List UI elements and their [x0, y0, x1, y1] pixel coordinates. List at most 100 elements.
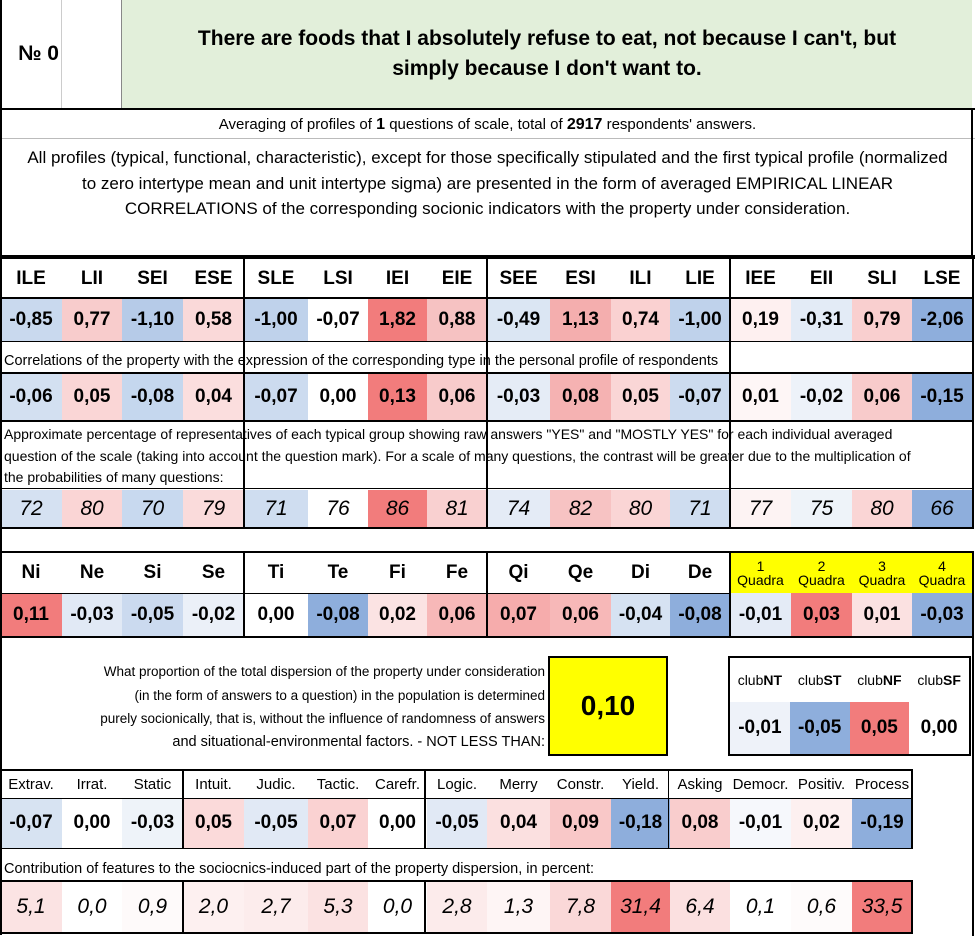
- function-header: Qe: [567, 562, 594, 583]
- feature-value: 0,08: [670, 798, 730, 848]
- quadra-word: Quadra: [798, 572, 845, 588]
- function-value: -0,04: [611, 593, 670, 637]
- quadra-value: -0,03: [912, 593, 972, 637]
- header-divider: [0, 108, 975, 110]
- quadra-header: 1 Quadra: [730, 553, 791, 593]
- feature-header-row: Extrav. Irrat. Static Intuit. Judic. Tactic. C…: [0, 771, 975, 798]
- club-name: ST: [823, 672, 842, 688]
- feature-header: Intuit.: [195, 776, 232, 793]
- description-text: All profiles (typical, functional, chara…: [27, 148, 948, 218]
- grid-line: [0, 848, 912, 849]
- feature-contribution: 0,0: [368, 881, 427, 933]
- type-header: ESE: [194, 268, 233, 289]
- function-value: 0,02: [368, 593, 427, 637]
- frame-left: [0, 0, 2, 935]
- club-table: club NT club ST club NF club SF -0,01 -0,05 0,05 0…: [728, 656, 971, 756]
- type-header: EII: [809, 268, 834, 289]
- type-header: ESI: [565, 268, 596, 289]
- grid-line: [972, 551, 974, 638]
- table-top: [0, 255, 975, 257]
- feature-header: Constr.: [556, 776, 605, 793]
- feature-header: Merry: [499, 776, 538, 793]
- feature-header: Irrat.: [76, 776, 108, 793]
- grid-line: [182, 880, 184, 934]
- feature-contribution: 0,1: [730, 881, 791, 933]
- feature-value: 0,00: [62, 798, 122, 848]
- club-value: 0,00: [909, 702, 969, 754]
- type-header: SLE: [257, 268, 295, 289]
- quadra-value: -0,01: [730, 593, 791, 637]
- type-profile-value: 0,58: [183, 298, 244, 342]
- type-profile-value: -1,10: [122, 298, 183, 342]
- type-profile-value: -2,06: [912, 298, 972, 342]
- function-header: Qi: [508, 562, 529, 583]
- contribution-note: Contribution of features to the sociocni…: [4, 861, 594, 877]
- type-correlation-value: -0,02: [791, 374, 852, 420]
- grid-line: [0, 798, 912, 799]
- feature-header: Process: [854, 776, 910, 793]
- type-header: EIE: [441, 268, 473, 289]
- feature-header: Positiv.: [797, 776, 846, 793]
- type-header: SEI: [137, 268, 168, 289]
- grid-line: [424, 769, 426, 849]
- function-header: Ni: [21, 562, 41, 583]
- type-percent-value: 75: [791, 490, 852, 528]
- type-percent-value: 79: [183, 490, 244, 528]
- feature-value: 0,09: [550, 798, 611, 848]
- averaging-prefix: Averaging of profiles of: [218, 116, 377, 133]
- feature-value-row: -0,07 0,00 -0,03 0,05 -0,05 0,07 0,00 -0,05 0,04…: [0, 798, 975, 848]
- function-value: 0,06: [427, 593, 487, 637]
- club-prefix: club: [797, 672, 824, 688]
- quadra-value: 0,01: [852, 593, 912, 637]
- feature-contribution: 2,0: [183, 881, 244, 933]
- type-profile-value: -0,49: [487, 298, 550, 342]
- type-header: LSI: [323, 268, 353, 289]
- type-header: SLI: [867, 268, 897, 289]
- grid-line: [424, 880, 426, 934]
- type-percent-value: 82: [550, 490, 611, 528]
- grid-line: [0, 880, 912, 882]
- club-header-row: club NT club ST club NF club SF: [730, 658, 969, 702]
- function-value-row: 0,11 -0,03 -0,05 -0,02 0,00 -0,08 0,02 0,06 0,07…: [0, 593, 975, 637]
- dispersion-line: What proportion of the total dispersion …: [103, 664, 545, 679]
- grid-line: [729, 551, 731, 638]
- feature-value: 0,07: [308, 798, 368, 848]
- grid-line: [486, 257, 488, 529]
- function-value: -0,02: [183, 593, 244, 637]
- quadra-number: 1: [756, 558, 765, 574]
- type-correlation-value: 0,01: [730, 374, 791, 420]
- percent-note: Approximate percentage of representative…: [4, 426, 911, 485]
- function-value: -0,08: [308, 593, 368, 637]
- feature-header: Carefr.: [374, 776, 420, 793]
- feature-value: 0,00: [368, 798, 427, 848]
- type-correlation-row: -0,06 0,05 -0,08 0,04 -0,07 0,00 0,13 0,06 -0,03…: [0, 374, 975, 420]
- type-correlation-value: 0,13: [368, 374, 427, 420]
- type-header: LSE: [923, 268, 961, 289]
- type-percent-value: 70: [122, 490, 183, 528]
- averaging-divider: [0, 138, 975, 139]
- quadra-header: 2 Quadra: [791, 553, 852, 593]
- type-percent-value: 76: [308, 490, 368, 528]
- number-spacer: [62, 0, 122, 108]
- type-percent-value: 80: [852, 490, 912, 528]
- quadra-word: Quadra: [858, 572, 906, 588]
- question-count: 1: [376, 116, 386, 133]
- feature-value: -0,03: [122, 798, 183, 848]
- feature-header: Static: [133, 776, 172, 793]
- feature-contribution: 0,9: [122, 881, 183, 933]
- quadra-word: Quadra: [918, 572, 966, 588]
- dispersion-line: purely socionically, that is, without th…: [100, 711, 545, 726]
- type-profile-value: 1,13: [550, 298, 611, 342]
- grid-line: [0, 551, 2, 638]
- club-header: club NF: [850, 658, 910, 702]
- quadra-word: Quadra: [737, 572, 784, 588]
- type-percent-row: 72 80 70 79 71 76 86 81 74 82 80 71 77 75 80 66: [0, 490, 975, 528]
- grid-line: [182, 769, 184, 849]
- function-value: -0,05: [122, 593, 183, 637]
- question-text: There are foods that I absolutely refuse…: [122, 0, 972, 108]
- feature-contribution: 7,8: [550, 881, 611, 933]
- feature-value: -0,05: [244, 798, 308, 848]
- type-profile-value: -1,00: [670, 298, 730, 342]
- function-header: De: [687, 562, 713, 583]
- feature-value: 0,05: [183, 798, 244, 848]
